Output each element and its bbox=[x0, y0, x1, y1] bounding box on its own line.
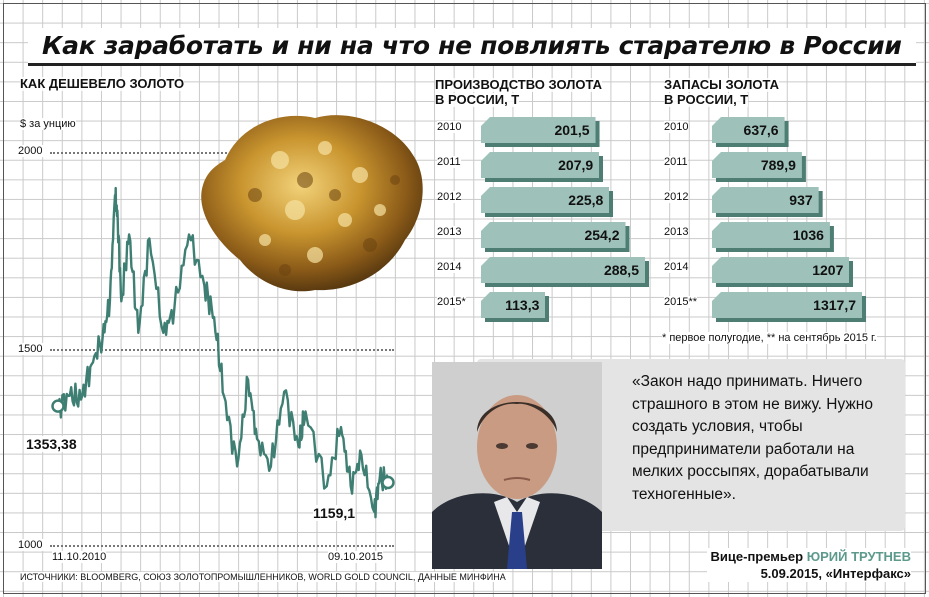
reserves-bar-value: 937 bbox=[789, 192, 813, 208]
gold-nugget-image bbox=[201, 115, 423, 292]
production-bar-value: 207,9 bbox=[558, 157, 594, 173]
end-value-label: 1159,1 bbox=[313, 505, 356, 521]
reserves-year-label: 2015** bbox=[664, 296, 698, 308]
y-tick-1500: 1500 bbox=[18, 343, 45, 355]
attribution-role: Вице-премьер bbox=[710, 549, 804, 564]
production-bar: 288,5 bbox=[481, 257, 649, 287]
start-date-label: 11.10.2010 bbox=[52, 551, 107, 563]
production-year-label: 2014 bbox=[437, 261, 462, 273]
reserves-bar-value: 789,9 bbox=[760, 157, 796, 173]
gold-price-unit: $ за унцию bbox=[20, 118, 76, 130]
production-bar-value: 225,8 bbox=[568, 192, 604, 208]
gold-price-heading: КАК ДЕШЕВЕЛО ЗОЛОТО bbox=[20, 76, 185, 91]
footnote: * первое полугодие, ** на сентябрь 2015 … bbox=[662, 332, 877, 344]
infographic-frame bbox=[3, 3, 926, 594]
quote-text: «Закон надо принимать. Ничего страшного … bbox=[632, 373, 873, 503]
reserves-bar: 937 bbox=[712, 187, 823, 217]
gridline-2000 bbox=[50, 152, 394, 154]
reserves-year-label: 2013 bbox=[664, 226, 689, 238]
y-tick-1000: 1000 bbox=[18, 539, 45, 551]
gridline-1500 bbox=[50, 349, 394, 351]
production-bar-fill: 201,5 bbox=[481, 117, 596, 143]
production-heading-line1: ПРОИЗВОДСТВО ЗОЛОТА bbox=[435, 77, 603, 92]
reserves-bar: 1317,7 bbox=[712, 292, 866, 322]
production-bar: 201,5 bbox=[481, 117, 600, 147]
start-value-label: 1353,38 bbox=[26, 436, 77, 452]
reserves-bar: 637,6 bbox=[712, 117, 789, 147]
y-tick-2000: 2000 bbox=[18, 145, 45, 157]
attribution: Вице-премьер ЮРИЙ ТРУТНЕВ 5.09.2015, «Ин… bbox=[706, 548, 911, 582]
reserves-heading-line1: ЗАПАСЫ ЗОЛОТА bbox=[664, 77, 780, 92]
reserves-bar-value: 1317,7 bbox=[813, 297, 856, 313]
production-year-label: 2012 bbox=[437, 191, 462, 203]
production-bar-fill: 225,8 bbox=[481, 187, 610, 213]
reserves-bar-fill: 1317,7 bbox=[712, 292, 862, 318]
reserves-bar-value: 1207 bbox=[812, 262, 844, 278]
production-bar-fill: 207,9 bbox=[481, 152, 600, 178]
production-bar: 113,3 bbox=[481, 292, 550, 322]
reserves-bar-value: 637,6 bbox=[743, 122, 779, 138]
reserves-heading-line2: В РОССИИ, Т bbox=[664, 92, 749, 107]
reserves-bar-fill: 1207 bbox=[712, 257, 850, 283]
reserves-bar-fill: 637,6 bbox=[712, 117, 785, 143]
sources-line: ИСТОЧНИКИ: BLOOMBERG, СОЮЗ ЗОЛОТОПРОМЫШЛ… bbox=[20, 572, 510, 582]
attribution-date-source: 5.09.2015, «Интерфакс» bbox=[760, 566, 911, 581]
production-bar-value: 254,2 bbox=[584, 227, 620, 243]
reserves-bar-fill: 789,9 bbox=[712, 152, 802, 178]
reserves-bar: 1036 bbox=[712, 222, 834, 252]
production-bar-value: 288,5 bbox=[603, 262, 639, 278]
production-bar-fill: 254,2 bbox=[481, 222, 626, 248]
portrait-photo bbox=[432, 362, 602, 569]
reserves-bar: 789,9 bbox=[712, 152, 806, 182]
reserves-year-label: 2010 bbox=[664, 121, 689, 133]
production-year-label: 2015* bbox=[437, 296, 466, 308]
reserves-bar-fill: 1036 bbox=[712, 222, 830, 248]
production-bar-value: 201,5 bbox=[554, 122, 590, 138]
production-year-label: 2010 bbox=[437, 121, 462, 133]
production-heading-line2: В РОССИИ, Т bbox=[435, 92, 520, 107]
gridline-1000 bbox=[50, 545, 394, 547]
infographic-title: Как заработать и ни на что не повлиять с… bbox=[28, 28, 916, 66]
production-bar: 207,9 bbox=[481, 152, 604, 182]
production-year-label: 2013 bbox=[437, 226, 462, 238]
production-bar-fill: 288,5 bbox=[481, 257, 645, 283]
reserves-bar-value: 1036 bbox=[792, 227, 824, 243]
reserves-year-label: 2014 bbox=[664, 261, 689, 273]
end-date-label: 09.10.2015 bbox=[328, 551, 384, 563]
reserves-bar: 1207 bbox=[712, 257, 854, 287]
reserves-year-label: 2011 bbox=[664, 156, 688, 168]
production-bar-value: 113,3 bbox=[505, 297, 540, 313]
reserves-year-label: 2012 bbox=[664, 191, 689, 203]
production-year-label: 2011 bbox=[437, 156, 461, 168]
production-bar: 225,8 bbox=[481, 187, 614, 217]
attribution-name: ЮРИЙ ТРУТНЕВ bbox=[806, 549, 911, 564]
reserves-bar-fill: 937 bbox=[712, 187, 819, 213]
production-bar: 254,2 bbox=[481, 222, 630, 252]
production-bar-fill: 113,3 bbox=[481, 292, 546, 318]
